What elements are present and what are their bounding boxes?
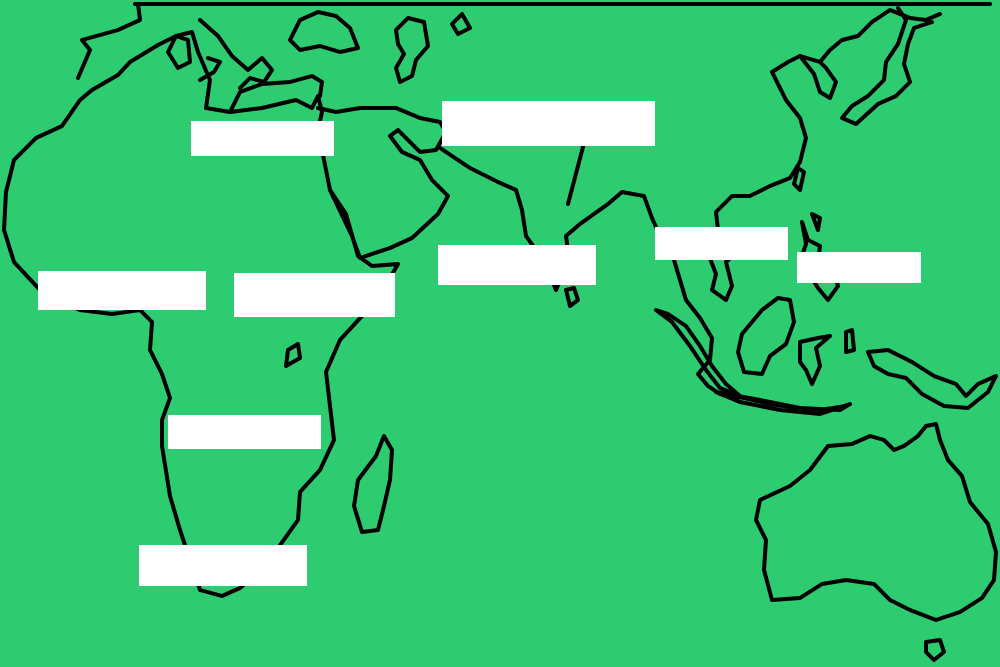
borneo-outline (736, 296, 796, 376)
japan-outline (840, 6, 934, 126)
new-guinea-outline (866, 348, 998, 410)
madagascar-outline (352, 434, 394, 534)
europe-outline (166, 10, 360, 114)
taiwan-outline (792, 166, 806, 192)
korea-outline (798, 54, 838, 100)
moluccas-outline (844, 328, 856, 354)
australia-outline (754, 422, 998, 622)
label-box-east-africa[interactable] (234, 273, 395, 317)
label-pointer-line (566, 145, 585, 206)
tasmania-outline (924, 638, 946, 662)
label-box-southeast-asia[interactable] (655, 227, 788, 260)
arabia-outline (316, 106, 450, 260)
aral-outline (450, 12, 472, 36)
island-outline (284, 342, 302, 368)
sumatra-outline (654, 308, 742, 398)
label-box-south-asia[interactable] (442, 101, 655, 146)
sulawesi-outline (798, 334, 832, 386)
label-box-west-africa[interactable] (38, 271, 206, 310)
sri-lanka-outline (564, 286, 580, 308)
label-box-maritime-asia[interactable] (797, 252, 921, 283)
java-outline (714, 390, 852, 416)
caspian-outline (394, 16, 430, 84)
label-box-southern-africa[interactable] (139, 545, 307, 586)
label-box-central-southern-africa[interactable] (168, 415, 321, 449)
label-box-north-africa[interactable] (191, 121, 334, 156)
label-box-indian-ocean[interactable] (438, 245, 596, 285)
